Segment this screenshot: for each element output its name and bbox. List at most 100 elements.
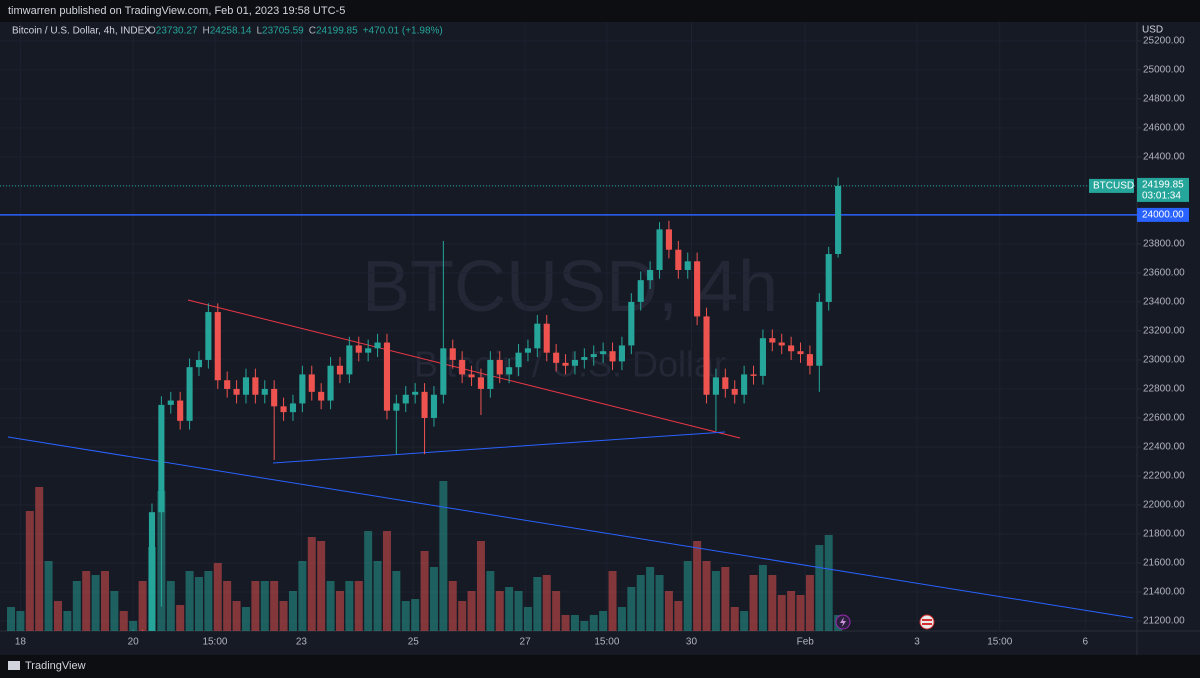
trend-line[interactable] bbox=[7, 436, 1134, 619]
volume-bar bbox=[533, 577, 542, 631]
event-icon-glyph bbox=[840, 617, 846, 627]
volume-bar bbox=[655, 575, 664, 631]
candle-body bbox=[778, 342, 785, 346]
candle-body bbox=[374, 342, 381, 349]
y-tick-label: 25200.00 bbox=[1143, 35, 1185, 46]
event-icon[interactable] bbox=[919, 614, 935, 630]
volume-bar bbox=[768, 575, 777, 631]
y-tick-label: 22600.00 bbox=[1143, 413, 1185, 424]
x-tick-label: 20 bbox=[128, 637, 140, 648]
candle-body bbox=[769, 338, 776, 343]
candle-body bbox=[195, 359, 203, 368]
candle-body bbox=[684, 261, 691, 271]
candle-body bbox=[365, 348, 372, 353]
candle-body bbox=[712, 377, 719, 395]
candle-body bbox=[553, 352, 560, 363]
legend-key: L bbox=[256, 26, 262, 37]
watermark-sub: Bitcoin / U.S. Dollar bbox=[414, 344, 726, 385]
candle-body bbox=[214, 312, 221, 381]
volume-bar bbox=[307, 537, 316, 631]
volume-bar bbox=[505, 587, 514, 631]
y-tick-label: 24400.00 bbox=[1143, 152, 1185, 163]
candle-body bbox=[788, 345, 795, 352]
volume-bar bbox=[260, 581, 269, 631]
volume-bar bbox=[364, 531, 373, 631]
legend-value: 23730.27 bbox=[156, 26, 198, 37]
candle-body bbox=[694, 261, 701, 317]
candle-body bbox=[402, 394, 409, 404]
header-bar bbox=[0, 0, 1200, 22]
legend-key: H bbox=[203, 26, 210, 37]
candle-body bbox=[336, 365, 344, 375]
volume-bar bbox=[129, 621, 138, 631]
legend-value: 24258.14 bbox=[210, 26, 252, 37]
volume-bar bbox=[25, 511, 34, 631]
x-tick-label: 15:00 bbox=[202, 637, 227, 648]
candle-body bbox=[355, 345, 362, 353]
volume-bar bbox=[721, 567, 730, 631]
candle-body bbox=[412, 391, 419, 395]
candle-body bbox=[515, 352, 522, 368]
candle-body bbox=[440, 348, 447, 395]
event-icon-glyph bbox=[922, 619, 932, 621]
volume-bar bbox=[542, 575, 551, 631]
y-tick-label: 24800.00 bbox=[1143, 94, 1185, 105]
candle-body bbox=[806, 354, 813, 366]
hline-label: 24000.00 bbox=[1142, 210, 1184, 221]
volume-bar bbox=[82, 571, 91, 631]
candle-body bbox=[449, 348, 456, 360]
candle-body bbox=[731, 388, 738, 395]
candle-body bbox=[158, 404, 165, 513]
symbol-label: BTCUSD bbox=[1093, 181, 1134, 192]
publisher-note: timwarren published on TradingView.com, … bbox=[8, 5, 345, 17]
volume-bar bbox=[420, 551, 429, 631]
volume-bar bbox=[270, 581, 279, 631]
candle-body bbox=[562, 362, 569, 366]
y-tick-label: 24600.00 bbox=[1143, 123, 1185, 134]
volume-bar bbox=[411, 599, 420, 631]
candle-body bbox=[722, 377, 729, 389]
candle-body bbox=[289, 403, 297, 413]
volume-bar bbox=[138, 581, 147, 631]
volume-bar bbox=[72, 581, 81, 631]
trend-line[interactable] bbox=[272, 431, 726, 464]
candle-body bbox=[637, 280, 644, 302]
volume-bar bbox=[110, 591, 119, 631]
candle-body bbox=[675, 249, 682, 271]
volume-bar bbox=[91, 575, 100, 631]
y-tick-label: 21400.00 bbox=[1143, 587, 1185, 598]
candle-body bbox=[703, 316, 710, 395]
candle-body bbox=[816, 301, 823, 366]
candle-body bbox=[308, 374, 315, 392]
volume-bar bbox=[401, 601, 410, 631]
candle-body bbox=[383, 342, 391, 411]
volume-bar bbox=[599, 611, 608, 631]
y-tick-label: 23000.00 bbox=[1143, 355, 1185, 366]
brand-name: TradingView bbox=[25, 660, 86, 672]
legend-value: 23705.59 bbox=[262, 26, 304, 37]
candle-body bbox=[618, 345, 625, 362]
candle-body bbox=[609, 351, 616, 362]
volume-bar bbox=[815, 545, 824, 631]
volume-bar bbox=[589, 615, 598, 631]
volume-bar bbox=[495, 591, 504, 631]
candle-body bbox=[167, 400, 174, 405]
volume-bar bbox=[711, 571, 720, 631]
candle-body bbox=[506, 367, 513, 375]
legend-key: O bbox=[148, 26, 156, 37]
candle-body bbox=[421, 391, 428, 418]
volume-bar bbox=[119, 611, 128, 631]
volume-bar bbox=[805, 575, 814, 631]
volume-bar bbox=[683, 561, 692, 631]
volume-bar bbox=[16, 611, 25, 631]
y-tick-label: 21600.00 bbox=[1143, 558, 1185, 569]
volume-bar bbox=[392, 571, 401, 631]
volume-bar bbox=[627, 587, 636, 631]
volume-bar bbox=[617, 607, 626, 631]
volume-bar bbox=[702, 561, 711, 631]
candle-body bbox=[656, 229, 663, 271]
legend-key: C bbox=[309, 26, 316, 37]
candle-body bbox=[524, 348, 531, 353]
candle-body bbox=[581, 357, 588, 360]
candle-body bbox=[750, 374, 757, 376]
